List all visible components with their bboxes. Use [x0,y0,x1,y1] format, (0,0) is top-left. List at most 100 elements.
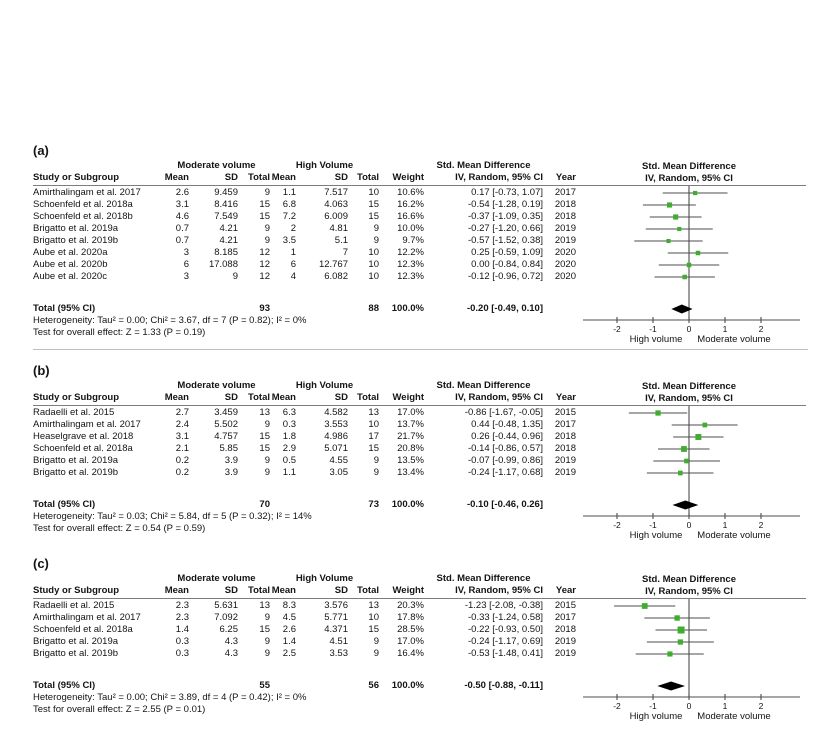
total-high: 15 [368,199,379,210]
weight: 10.0% [397,223,424,234]
sd-high: 4.81 [329,223,349,234]
effect-square [677,226,682,232]
effect-ci-text: -0.24 [-1.17, 0.69] [468,636,543,647]
mean-high: 1.4 [282,636,296,647]
total-moderate-header: Total [248,392,270,403]
total-moderate: 9 [264,636,270,647]
effect-ci-header: IV, Random, 95% CI [455,392,543,403]
effect-ci-header: IV, Random, 95% CI [455,172,543,183]
sd-high: 3.553 [324,419,348,430]
total-high-header: Total [357,172,379,183]
sd-high: 4.55 [329,455,349,466]
sd-moderate-header: SD [224,585,238,596]
tick-label: 2 [759,520,764,530]
effect-square [641,603,648,609]
total-n-high: 88 [368,303,379,314]
total-weight: 100.0% [391,680,424,691]
axis-label-left: High volume [630,334,683,345]
effect-square [677,626,685,634]
effect-ci-text: -0.12 [-0.96, 0.72] [468,271,543,282]
group-header-moderate: Moderate volume [177,573,256,584]
total-moderate: 15 [259,199,270,210]
total-effect-ci-text: -0.20 [-0.49, 0.10] [466,303,543,314]
year-header: Year [555,172,576,183]
total-moderate: 9 [264,467,270,478]
tick-label: -1 [649,324,657,334]
weight: 17.0% [397,636,424,647]
mean-high: 1.1 [282,467,296,478]
effect-ci-text: -0.53 [-1.48, 0.41] [468,648,543,659]
tick-label: -1 [649,520,657,530]
sd-high: 3.53 [329,648,349,659]
year: 2018 [554,199,576,210]
year-header: Year [555,392,576,403]
group-header-moderate: Moderate volume [177,160,256,171]
forest-panel-2: (c) Moderate volume High Volume Std. Mean D… [0,556,832,724]
study-name: Amirthalingam et al. 2017 [33,187,141,198]
tick-label: -2 [613,324,621,334]
weight: 28.5% [397,624,424,635]
study-name: Amirthalingam et al. 2017 [33,419,141,430]
spacer-cell [543,380,576,392]
mean-high: 3.5 [282,235,296,246]
mean-high-header: Mean [271,392,296,403]
sd-high: 5.071 [324,443,348,454]
study-header: Study or Subgroup [33,585,120,596]
mean-high: 0.5 [282,455,296,466]
effect-square [692,190,698,196]
sd-moderate: 9.459 [214,187,238,198]
effect-square [677,639,683,645]
total-n-moderate: 70 [259,499,270,510]
year: 2020 [554,259,576,270]
sd-moderate: 7.549 [214,211,238,222]
mean-moderate: 2.6 [175,187,189,198]
year: 2019 [554,235,576,246]
total-diamond [657,681,686,691]
spacer-cell [543,160,576,172]
effect-ci-header: IV, Random, 95% CI [455,585,543,596]
total-weight: 100.0% [391,499,424,510]
effect-square [667,202,673,208]
effect-square [666,238,671,244]
spacer-cell [33,160,163,172]
effect-ci-text: -0.07 [-0.99, 0.86] [468,455,543,466]
effect-square [681,446,687,452]
mean-high: 6 [290,259,296,270]
total-diamond [671,304,693,314]
mean-high: 1.8 [282,431,296,442]
mean-moderate: 0.7 [175,223,189,234]
mean-high: 1 [290,247,296,258]
group-header-high: High Volume [295,380,354,391]
mean-moderate: 2.4 [175,419,189,430]
mean-high: 2.6 [282,624,296,635]
weight: 21.7% [397,431,424,442]
effect-ci-text: 0.26 [-0.44, 0.96] [471,431,543,442]
total-diamond [672,500,699,510]
tick-label: 2 [759,701,764,711]
sd-high: 4.063 [324,199,348,210]
sd-moderate: 9 [232,271,238,282]
year: 2017 [554,187,576,198]
axis-label-right: Moderate volume [697,334,770,345]
group-header-moderate: Moderate volume [177,380,256,391]
axis-label-left: High volume [630,530,683,541]
sd-high: 3.576 [324,600,348,611]
mean-high: 6.8 [282,199,296,210]
year: 2017 [554,612,576,623]
total-moderate: 9 [264,223,270,234]
panel-table: Moderate volume High Volume Std. Mean Diff… [33,380,576,535]
year: 2019 [554,223,576,234]
effect-square [695,250,701,256]
effect-square [673,214,679,220]
year: 2019 [554,455,576,466]
axis-label-left: High volume [630,711,683,722]
tick-label: 0 [687,701,692,711]
weight: 16.4% [397,648,424,659]
spacer-row [33,479,576,499]
year: 2015 [554,407,576,418]
heterogeneity-text: Heterogeneity: Tau² = 0.03; Chi² = 5.84,… [33,511,312,522]
year: 2015 [554,600,576,611]
sd-moderate: 8.185 [214,247,238,258]
total-weight: 100.0% [391,303,424,314]
